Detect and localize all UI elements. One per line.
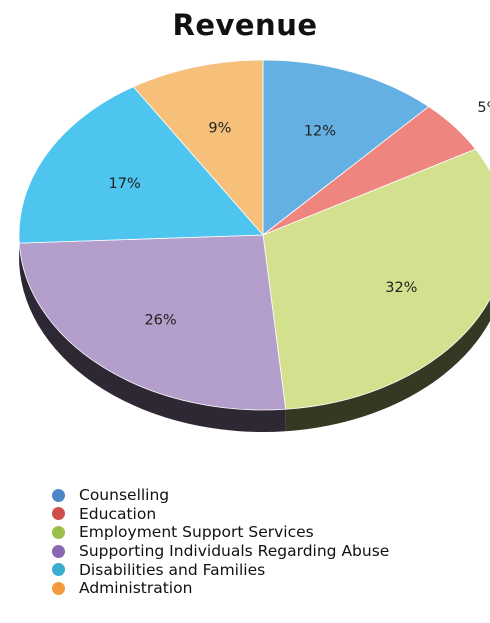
data-label-administration: 9% (208, 120, 231, 136)
legend-item-education[interactable]: Education (52, 505, 389, 524)
legend-item-counselling[interactable]: Counselling (52, 486, 389, 505)
data-label-supporting-individuals-regarding-abuse: 26% (144, 313, 176, 329)
data-label-employment-support-services: 32% (385, 280, 417, 296)
legend-label: Disabilities and Families (79, 561, 265, 579)
legend-swatch (52, 545, 65, 558)
legend-swatch (52, 563, 65, 576)
pie-slices (19, 60, 490, 410)
legend-label: Supporting Individuals Regarding Abuse (79, 542, 389, 560)
legend-item-disabilities-and-families[interactable]: Disabilities and Families (52, 560, 389, 579)
legend-swatch (52, 526, 65, 539)
legend-label: Counselling (79, 486, 169, 504)
legend-item-employment-support-services[interactable]: Employment Support Services (52, 523, 389, 542)
legend-item-supporting-individuals-regarding-abuse[interactable]: Supporting Individuals Regarding Abuse (52, 542, 389, 561)
legend-item-administration[interactable]: Administration (52, 579, 389, 598)
legend-label: Employment Support Services (79, 523, 314, 541)
data-label-education: 5% (477, 100, 490, 116)
legend-swatch (52, 489, 65, 502)
legend-label: Education (79, 505, 156, 523)
data-label-disabilities-and-families: 17% (109, 176, 141, 192)
legend-swatch (52, 507, 65, 520)
legend-label: Administration (79, 579, 192, 597)
legend: Counselling Education Employment Support S… (52, 486, 389, 598)
legend-swatch (52, 582, 65, 595)
data-label-counselling: 12% (304, 124, 336, 140)
